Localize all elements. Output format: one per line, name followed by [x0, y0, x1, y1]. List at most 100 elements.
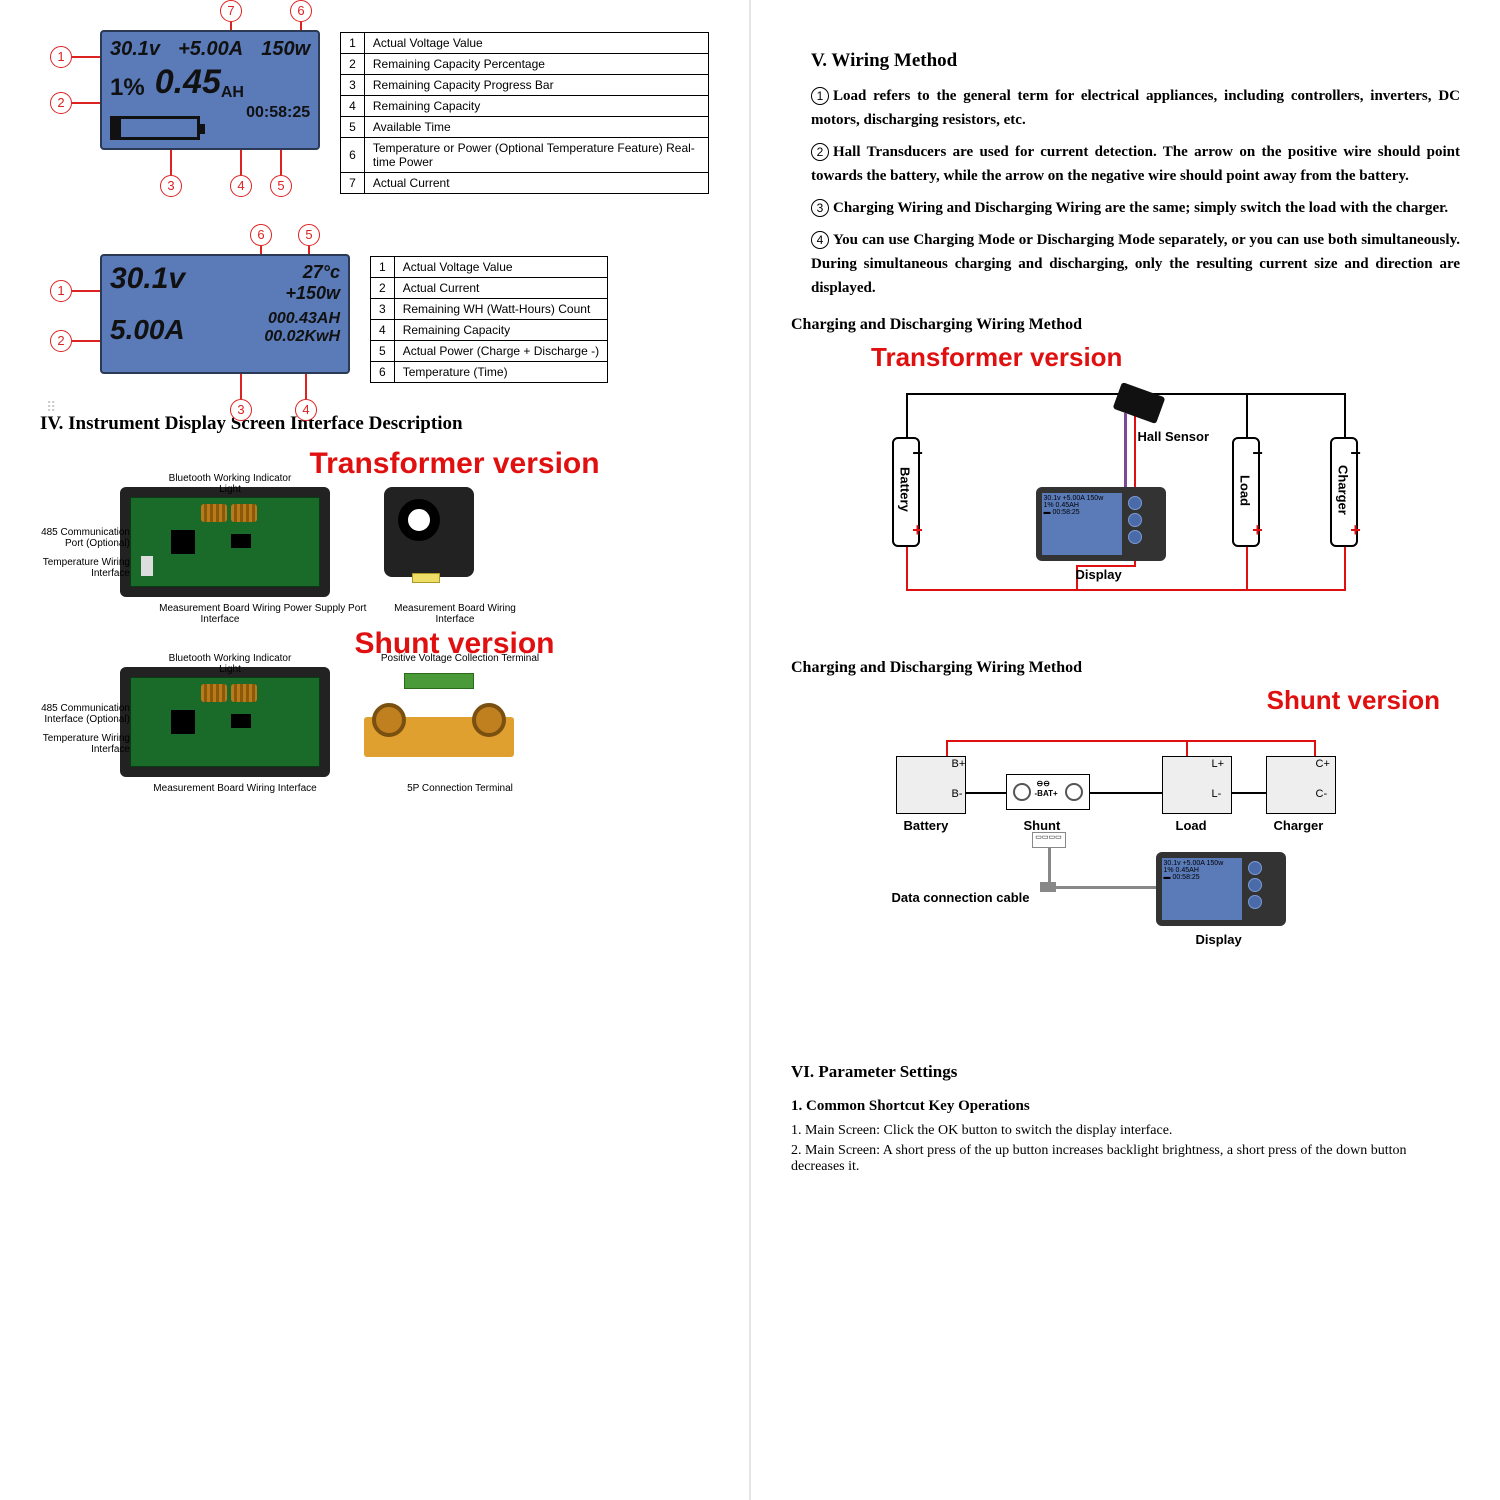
- lcd-screen-1: 30.1v +5.00A 150w 1% 0.45 AH 00:58:25: [100, 30, 320, 150]
- wiring-note-2: 2Hall Transducers are used for current d…: [811, 140, 1460, 188]
- label-5p: 5P Connection Terminal: [390, 783, 530, 794]
- bplus-label: B+: [952, 758, 966, 770]
- hall-sensor: [1112, 382, 1165, 424]
- charger-label-2: Charger: [1274, 818, 1324, 833]
- label-temp: Temperature Wiring Interface: [40, 557, 130, 579]
- callout-1: 1: [50, 46, 72, 68]
- shunt-label-text: Shunt: [1024, 818, 1061, 833]
- lcd2-power: +150w: [285, 283, 340, 304]
- lcd-screen-2: 30.1v 27°c +150w 5.00A 000.43AH 00.02KwH: [100, 254, 350, 374]
- legend-table-1: 1Actual Voltage Value 2Remaining Capacit…: [340, 32, 709, 194]
- callout2-3: 3: [230, 399, 252, 421]
- cminus-label: C-: [1316, 788, 1328, 800]
- wiring-note-1: 1Load refers to the general term for ele…: [811, 84, 1460, 132]
- lcd2-temp: 27°c: [285, 262, 340, 283]
- legend2-row1: Actual Voltage Value: [394, 257, 607, 278]
- label-power: Power Supply Port: [270, 603, 380, 614]
- display-label: Display: [1076, 567, 1122, 582]
- battery-label-2: Battery: [904, 818, 949, 833]
- callout-5: 5: [270, 175, 292, 197]
- pcb-shunt-row: Bluetooth Working Indicator Light 485 Co…: [120, 667, 709, 777]
- lminus-label: L-: [1212, 788, 1222, 800]
- transformer-version-label-2: Transformer version: [871, 342, 1460, 373]
- lcd1-ah: 0.45: [155, 63, 221, 102]
- callout2-2: 2: [50, 330, 72, 352]
- legend1-row7: Actual Current: [364, 173, 708, 194]
- lcd1-ah-unit: AH: [221, 84, 244, 102]
- label-ct: Measurement Board Wiring Interface: [375, 603, 535, 625]
- wiring-note-3: 3Charging Wiring and Discharging Wiring …: [811, 196, 1460, 220]
- cable-label: Data connection cable: [892, 890, 1030, 905]
- display-label-2: Display: [1196, 932, 1242, 947]
- battery-label: Battery: [898, 467, 913, 512]
- battery-icon: [110, 116, 200, 140]
- load-label: Load: [1238, 475, 1253, 506]
- display-module-2: 30.1v +5.00A 150w1% 0.45AH▬ 00:58:25: [1156, 852, 1286, 926]
- shortcut-1: 1. Main Screen: Click the OK button to s…: [791, 1123, 1460, 1139]
- section-6-sub: 1. Common Shortcut Key Operations: [791, 1098, 1460, 1115]
- label-meas-2: Measurement Board Wiring Interface: [150, 783, 320, 794]
- legend-table-2: 1Actual Voltage Value 2Actual Current 3R…: [370, 256, 608, 383]
- display-module: 30.1v +5.00A 150w1% 0.45AH▬ 00:58:25: [1036, 487, 1166, 561]
- charger-label: Charger: [1336, 465, 1351, 515]
- lcd-display-2-block: 1 2 3 4 5 6 30.1v 27°c +150w: [100, 254, 709, 383]
- wiring-note-4: 4You can use Charging Mode or Dischargin…: [811, 228, 1460, 300]
- lcd1-percent: 1%: [110, 74, 145, 102]
- section-4-title: IV. Instrument Display Screen Interface …: [40, 413, 709, 435]
- lcd2-voltage: 30.1v: [110, 262, 185, 304]
- label-485-2: 485 Communication Interface (Optional): [40, 703, 130, 725]
- callout2-5: 5: [298, 224, 320, 246]
- section-5-title: V. Wiring Method: [811, 50, 1460, 72]
- lcd1-power: 150w: [261, 38, 310, 61]
- label-485: 485 Communication Port (Optional): [40, 527, 130, 549]
- legend1-row2: Remaining Capacity Percentage: [364, 54, 708, 75]
- legend1-row1: Actual Voltage Value: [364, 33, 708, 54]
- pcb-transformer-row: Bluetooth Working Indicator Light 485 Co…: [120, 487, 709, 597]
- shunt-device: [364, 667, 514, 757]
- callout-6: 6: [290, 0, 312, 22]
- pcb-board-1: [130, 497, 320, 587]
- load-label-2: Load: [1176, 818, 1207, 833]
- shunt-version-label-2: Shunt version: [791, 685, 1440, 716]
- label-bluetooth: Bluetooth Working Indicator Light: [160, 473, 300, 495]
- lcd1-voltage: 30.1v: [110, 38, 160, 61]
- callout-2: 2: [50, 92, 72, 114]
- drag-handle-icon: ⠿: [46, 400, 58, 417]
- legend2-row2: Actual Current: [394, 278, 607, 299]
- callout2-1: 1: [50, 280, 72, 302]
- legend2-row3: Remaining WH (Watt-Hours) Count: [394, 299, 607, 320]
- lcd2-kwh: 00.02KwH: [264, 328, 340, 346]
- legend2-row5: Actual Power (Charge + Discharge -): [394, 341, 607, 362]
- callout2-6: 6: [250, 224, 272, 246]
- label-bluetooth-2: Bluetooth Working Indicator Light: [160, 653, 300, 675]
- legend1-row3: Remaining Capacity Progress Bar: [364, 75, 708, 96]
- lcd1-current: +5.00A: [178, 38, 243, 61]
- wiring-diagram-shunt: B+ B- Battery ⊖⊖ -BAT+ Shunt ▭▭▭▭ L+ L- …: [866, 722, 1386, 962]
- hall-label: Hall Sensor: [1138, 429, 1210, 444]
- callout-7: 7: [220, 0, 242, 22]
- lcd-display-1-block: 1 2 3 4 5 6 7 30.1v +5.00A 150w 1: [100, 30, 709, 194]
- lcd2-wh: 000.43AH: [264, 310, 340, 328]
- pcb-case-1: [120, 487, 330, 597]
- legend1-row5: Available Time: [364, 117, 708, 138]
- section-6-title: VI. Parameter Settings: [791, 1062, 1460, 1082]
- current-transformer: [384, 487, 474, 577]
- shunt-block: ⊖⊖ -BAT+: [1006, 774, 1090, 810]
- right-page: V. Wiring Method 1Load refers to the gen…: [751, 0, 1500, 1500]
- legend2-row4: Remaining Capacity: [394, 320, 607, 341]
- bminus-label: B-: [952, 788, 963, 800]
- wiring-diagram-transformer: −+ Battery −+ Load −+ Charger Hall Senso…: [876, 379, 1376, 639]
- wiring-method-title-1: Charging and Discharging Wiring Method: [791, 316, 1460, 334]
- pcb-case-2: [120, 667, 330, 777]
- lplus-label: L+: [1212, 758, 1225, 770]
- legend1-row6: Temperature or Power (Optional Temperatu…: [364, 138, 708, 173]
- legend1-row4: Remaining Capacity: [364, 96, 708, 117]
- cplus-label: C+: [1316, 758, 1330, 770]
- pcb-board-2: [130, 677, 320, 767]
- lcd2-current: 5.00A: [110, 314, 185, 346]
- label-temp-2: Temperature Wiring Interface: [40, 733, 130, 755]
- callout2-4: 4: [295, 399, 317, 421]
- callout-4: 4: [230, 175, 252, 197]
- callout-3: 3: [160, 175, 182, 197]
- wiring-method-title-2: Charging and Discharging Wiring Method: [791, 659, 1460, 677]
